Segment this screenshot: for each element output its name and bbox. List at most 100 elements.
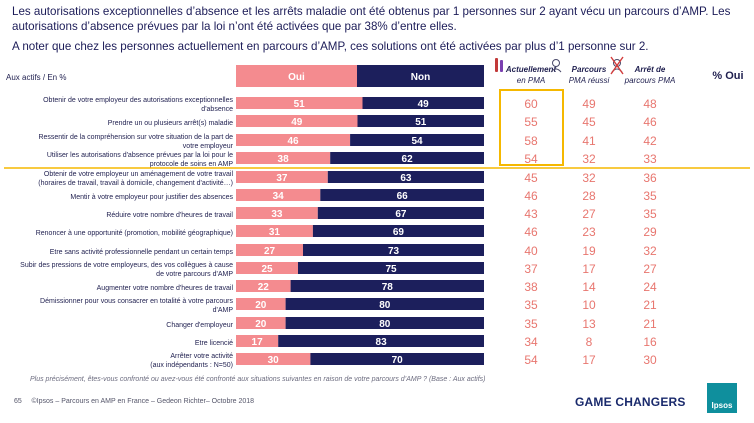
table-row: Etre sans activité professionnelle penda… xyxy=(50,244,657,258)
data-label-non: 54 xyxy=(411,136,423,147)
table-row: Obtenir de votre employeur des autorisat… xyxy=(43,97,657,113)
bar-non xyxy=(310,353,484,365)
tagline: GAME CHANGERS xyxy=(575,395,686,409)
column-value: 10 xyxy=(582,298,596,312)
data-label-non: 83 xyxy=(376,337,388,348)
column-value: 32 xyxy=(582,171,596,185)
category-label: Arrêter votre activité xyxy=(170,353,233,360)
category-label: Ressentir de la compréhension sur votre … xyxy=(38,134,233,141)
chart-headers: Oui Non Actuellement en PMA Parcours PMA réus… xyxy=(236,56,744,87)
data-label-oui: 22 xyxy=(258,282,270,293)
category-label: Changer d'employeur xyxy=(166,322,233,329)
category-label: Etre sans activité professionnelle penda… xyxy=(50,249,234,256)
crossed-baby-icon xyxy=(610,56,624,75)
column-value: 8 xyxy=(586,335,593,349)
column-header-3-line-2: parcours PMA xyxy=(624,76,676,85)
column-value: 32 xyxy=(643,244,657,258)
table-row: Changer d'employeur 20 80 35 13 21 xyxy=(166,317,657,331)
survey-question: Plus précisément, êtes-vous confronté ou… xyxy=(30,376,486,383)
bar-non xyxy=(290,280,484,292)
column-value: 17 xyxy=(582,262,596,276)
bar-oui xyxy=(236,115,358,127)
column-value: 35 xyxy=(643,189,657,203)
bar-non xyxy=(327,171,484,183)
bar-oui xyxy=(236,225,313,237)
bar-non xyxy=(312,225,484,237)
data-label-non: 78 xyxy=(382,282,394,293)
bar-oui xyxy=(236,244,303,256)
column-value: 21 xyxy=(643,317,657,331)
table-row: Etre licencié 17 83 34 8 16 xyxy=(195,335,657,349)
intro-line-1: Les autorisations exceptionnelles d’abse… xyxy=(12,5,731,33)
column-value: 35 xyxy=(524,317,538,331)
column-value: 34 xyxy=(524,335,538,349)
bar-oui xyxy=(236,262,298,274)
legend-oui-box xyxy=(236,65,357,87)
bar-oui xyxy=(236,207,318,219)
category-label: Utiliser les autorisations d'absence pré… xyxy=(47,152,233,159)
column-value: 35 xyxy=(524,298,538,312)
legend-non-label: Non xyxy=(411,72,430,83)
column-value: 27 xyxy=(643,262,657,276)
bar-non xyxy=(350,134,484,146)
data-label-oui: 46 xyxy=(287,136,299,147)
category-label: protocole de soins en AMP xyxy=(150,161,234,168)
column-value: 36 xyxy=(643,171,657,185)
data-label-non: 62 xyxy=(402,154,414,165)
table-row: Réduire votre nombre d'heures de travail… xyxy=(106,207,657,221)
category-label: Renoncer à une opportunité (promotion, m… xyxy=(36,230,233,237)
syringe-vials-icon xyxy=(495,58,503,72)
data-label-non: 80 xyxy=(379,300,391,311)
category-label: d'absence xyxy=(201,106,233,113)
data-label-non: 67 xyxy=(395,209,407,220)
column-header-3-line-1: Arrêt de xyxy=(634,65,666,74)
bar-non xyxy=(285,317,484,329)
column-value: 46 xyxy=(524,189,538,203)
column-value: 33 xyxy=(643,152,657,166)
legend-oui-label: Oui xyxy=(288,72,305,83)
column-value: 54 xyxy=(524,152,538,166)
category-label: (aux indépendants : N=50) xyxy=(150,362,233,369)
column-value: 13 xyxy=(582,317,596,331)
column-value: 41 xyxy=(582,134,596,148)
baby-icon xyxy=(550,59,562,73)
table-row: Mentir à votre employeur pour justifier … xyxy=(70,189,657,203)
bar-oui xyxy=(236,353,311,365)
column-value: 46 xyxy=(643,115,657,129)
column-value: 28 xyxy=(582,189,596,203)
column-header-2-line-2: PMA réussi xyxy=(569,76,610,85)
data-label-oui: 25 xyxy=(261,264,273,275)
table-row: Prendre un ou plusieurs arrêt(s) maladie… xyxy=(108,115,657,129)
category-label: Obtenir de votre employeur des autorisat… xyxy=(43,97,233,104)
column-value: 45 xyxy=(582,115,596,129)
bar-oui xyxy=(236,171,328,183)
column-value: 42 xyxy=(643,134,657,148)
column-value: 14 xyxy=(582,280,596,294)
bar-non xyxy=(320,189,484,201)
column-value: 45 xyxy=(524,171,538,185)
data-label-oui: 49 xyxy=(291,117,303,128)
data-label-oui: 31 xyxy=(269,227,281,238)
data-label-non: 70 xyxy=(392,355,404,366)
column-value: 58 xyxy=(524,134,538,148)
column-value: 46 xyxy=(524,225,538,239)
data-label-oui: 38 xyxy=(278,154,290,165)
bar-non xyxy=(357,115,484,127)
data-label-oui: 27 xyxy=(264,246,276,257)
column-value: 19 xyxy=(582,244,596,258)
category-label: Obtenir de votre employeur un aménagemen… xyxy=(44,171,234,178)
category-label: Augmenter votre nombre d'heures de trava… xyxy=(97,285,234,292)
base-label: Aux actifs / En % xyxy=(6,73,66,82)
category-label: de votre parcours d'AMP xyxy=(156,271,233,278)
footer-text: 65 ©Ipsos – Parcours en AMP en France – … xyxy=(14,398,254,405)
data-label-non: 73 xyxy=(388,246,400,257)
column-value: 54 xyxy=(524,353,538,367)
column-value: 49 xyxy=(582,97,596,111)
highlight-box xyxy=(499,89,564,166)
column-value: 23 xyxy=(582,225,596,239)
bar-oui xyxy=(236,152,331,164)
highlight-frame xyxy=(4,89,750,169)
data-label-non: 51 xyxy=(415,117,427,128)
column-value: 27 xyxy=(582,207,596,221)
